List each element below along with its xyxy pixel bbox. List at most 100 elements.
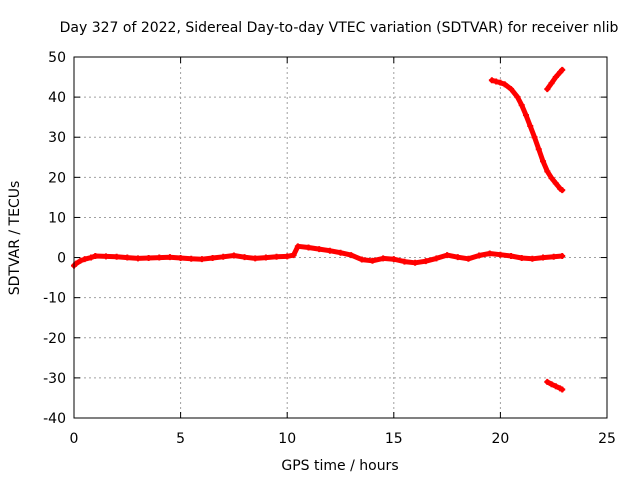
x-tick-label: 20 — [491, 431, 509, 447]
y-tick-label: 40 — [48, 90, 66, 106]
data-point — [544, 86, 551, 93]
data-point — [369, 257, 376, 264]
data-point — [529, 255, 536, 262]
data-point — [559, 187, 566, 194]
series-descending-arc — [488, 77, 566, 194]
data-point — [559, 252, 566, 259]
x-tick-label: 10 — [278, 431, 296, 447]
data-point — [102, 253, 109, 260]
data-point — [188, 255, 195, 262]
y-tick-label: -30 — [43, 371, 66, 387]
series-lower-short-arc — [544, 378, 566, 393]
data-point — [230, 252, 237, 259]
plot-frame — [73, 56, 608, 419]
data-point — [476, 252, 483, 259]
x-tick-label: 15 — [385, 431, 403, 447]
data-point — [540, 158, 547, 165]
data-point — [552, 383, 559, 390]
data-point — [497, 79, 504, 86]
x-tick-label: 25 — [598, 431, 616, 447]
y-tick-label: -10 — [43, 291, 66, 307]
data-point — [412, 259, 419, 266]
data-point — [454, 254, 461, 261]
tick-labels: 0 5 10 15 20 25 -40 -30 -20 -10 0 10 20 30 40 50 — [43, 50, 616, 447]
data-point — [559, 66, 566, 73]
data-point — [550, 253, 557, 260]
data-point — [337, 249, 344, 256]
data-point — [535, 146, 542, 153]
data-point — [390, 256, 397, 263]
data-point — [401, 258, 408, 265]
data-point — [166, 254, 173, 261]
data-point — [444, 252, 451, 259]
data-point — [262, 254, 269, 261]
y-tick-label: 0 — [57, 251, 66, 267]
x-tick-label: 0 — [70, 431, 79, 447]
data-point — [522, 112, 529, 119]
data-point — [433, 255, 440, 262]
y-tick-label: 20 — [48, 170, 66, 186]
data-point — [380, 255, 387, 262]
data-point — [145, 254, 152, 261]
data-point — [548, 175, 555, 182]
data-point — [77, 257, 84, 264]
data-point — [290, 252, 297, 259]
y-tick-label: 30 — [48, 130, 66, 146]
series-main-band — [71, 243, 566, 269]
chart-title: Day 327 of 2022, Sidereal Day-to-day VTE… — [60, 20, 619, 36]
data-point — [518, 254, 525, 261]
data-point — [508, 86, 515, 93]
data-point — [465, 255, 472, 262]
data-point — [486, 250, 493, 257]
y-tick-label: -20 — [43, 331, 66, 347]
data-point — [88, 254, 95, 261]
data-point — [552, 180, 559, 187]
data-point — [241, 254, 248, 261]
data-point — [81, 256, 88, 263]
y-tick-label: 50 — [48, 50, 66, 66]
data-point — [540, 254, 547, 261]
data-point — [156, 254, 163, 261]
data-point — [124, 254, 131, 261]
grid-lines — [74, 57, 607, 418]
data-point — [497, 251, 504, 258]
y-tick-label: 10 — [48, 210, 66, 226]
data-point — [548, 80, 555, 87]
data-point — [92, 252, 99, 259]
series-upper-short-arc — [544, 66, 566, 93]
data-point — [113, 253, 120, 260]
data-point — [209, 254, 216, 261]
data-point — [493, 78, 500, 85]
data-point — [273, 253, 280, 260]
data-point — [134, 255, 141, 262]
data-point — [348, 252, 355, 259]
y-axis-label: SDTVAR / TECUs — [7, 181, 23, 296]
data-point — [422, 258, 429, 265]
data-point — [252, 255, 259, 262]
data-point — [305, 244, 312, 251]
y-tick-label: -40 — [43, 411, 66, 427]
data-point — [544, 378, 551, 385]
data-point — [518, 102, 525, 109]
data-point — [177, 254, 184, 261]
data-point — [531, 134, 538, 141]
data-point — [316, 246, 323, 253]
data-point — [508, 252, 515, 259]
data-point — [548, 381, 555, 388]
series-layer — [71, 66, 566, 393]
data-point — [220, 253, 227, 260]
data-point — [501, 81, 508, 88]
data-point — [514, 94, 521, 101]
data-point — [544, 168, 551, 175]
data-point — [559, 386, 566, 393]
data-point — [527, 122, 534, 129]
data-point — [284, 253, 291, 260]
axis-ticks — [73, 56, 608, 419]
data-point — [198, 256, 205, 263]
x-tick-label: 5 — [176, 431, 185, 447]
data-point — [294, 243, 301, 250]
data-point — [358, 256, 365, 263]
data-point — [326, 247, 333, 254]
